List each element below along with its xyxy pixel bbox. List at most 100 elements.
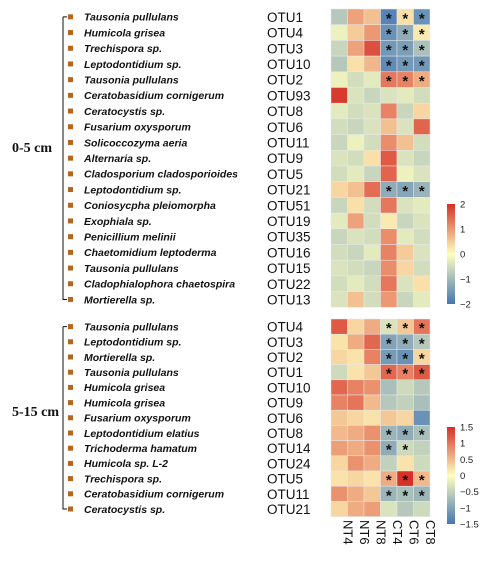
species-label: Fusarium oxysporum [84, 413, 191, 425]
heatmap-cell [330, 379, 348, 396]
heatmap-cell [380, 275, 398, 292]
heatmap-cell [347, 470, 365, 487]
significance-marker: * [386, 57, 392, 74]
row-marker [68, 124, 73, 130]
significance-marker: * [402, 73, 408, 90]
row-marker [68, 30, 73, 36]
significance-marker: * [419, 73, 425, 90]
heatmap-cell [347, 55, 365, 73]
significance-marker: * [402, 183, 408, 200]
significance-marker: * [402, 10, 408, 27]
heatmap-cell [380, 228, 398, 245]
heatmap-cell [330, 8, 348, 25]
heatmap-cell [347, 333, 365, 350]
significance-marker: * [419, 42, 425, 59]
depth-bracket [62, 326, 67, 510]
legend-tick-label: 2 [460, 200, 465, 211]
heatmap-cell [347, 440, 365, 457]
otu-label: OTU2 [267, 350, 303, 365]
row-marker [68, 249, 73, 255]
heatmap-cell [330, 275, 348, 292]
heatmap-cell [363, 244, 381, 261]
heatmap-cell [363, 8, 381, 25]
legend-tick-label: 0 [460, 250, 465, 261]
heatmap-cell [413, 291, 431, 308]
significance-marker: * [386, 320, 392, 337]
row-marker [68, 445, 73, 451]
heatmap-cell [413, 134, 431, 151]
heatmap-cell [363, 485, 381, 502]
row-marker [68, 61, 73, 67]
heatmap-cell [347, 40, 365, 57]
heatmap-cell [396, 244, 414, 261]
heatmap-cell [396, 165, 414, 182]
species-label: Trechispora sp. [84, 473, 162, 485]
species-label: Ceratobasidium cornigerum [84, 489, 224, 501]
heatmap-cell [396, 394, 414, 411]
heatmap-cell [347, 259, 365, 277]
otu-label: OTU10 [267, 380, 311, 395]
species-label: Exophiala sp. [84, 216, 152, 228]
heatmap-cell [330, 244, 348, 261]
heatmap-cell [347, 349, 365, 365]
heatmap-cell [330, 197, 348, 214]
heatmap-cell [396, 455, 414, 472]
heatmap-cell [363, 165, 381, 182]
row-marker [68, 324, 73, 330]
column-label: NT8 [373, 520, 388, 545]
significance-marker: * [419, 472, 425, 489]
heatmap-cell [363, 425, 381, 441]
heatmap-cell [380, 134, 398, 151]
heatmap-cell [413, 212, 431, 230]
heatmap-cell [413, 275, 431, 292]
row-marker [68, 202, 73, 208]
heatmap-cell [347, 197, 365, 214]
significance-marker: * [402, 57, 408, 74]
significance-marker: * [386, 427, 392, 444]
legend-tick-label: −0.5 [460, 487, 479, 498]
row-marker [68, 460, 73, 466]
heatmap-cell [330, 40, 348, 57]
column-label: CT4 [390, 520, 405, 545]
heatmap-cell [363, 333, 381, 350]
column-label: NT6 [357, 520, 372, 545]
heatmap-cell [330, 181, 348, 198]
significance-marker: * [386, 10, 392, 27]
heatmap-cell [347, 501, 365, 517]
depth-label: 5-15 cm [12, 405, 59, 420]
heatmap-cell [413, 409, 431, 426]
heatmap-cell [363, 275, 381, 292]
row-marker [68, 415, 73, 421]
heatmap-cell [380, 165, 398, 182]
legend-tick-label: 1.5 [460, 423, 473, 434]
heatmap-cell [396, 501, 414, 517]
heatmap-cell [363, 409, 381, 426]
otu-label: OTU1 [267, 10, 303, 25]
heatmap-cell [330, 364, 348, 381]
otu-label: OTU14 [267, 441, 311, 456]
otu-label: OTU8 [267, 104, 303, 119]
species-label: Ceratocystis sp. [84, 504, 165, 516]
heatmap-cell [347, 394, 365, 411]
row-marker [68, 14, 73, 20]
heatmap-cell [347, 275, 365, 292]
row-marker [68, 491, 73, 497]
species-label: Tausonia pullulans [84, 367, 179, 379]
heatmap-cell [330, 259, 348, 277]
color-legend-bar [447, 204, 455, 304]
otu-label: OTU35 [267, 230, 311, 245]
species-label: Tausonia pullulans [84, 74, 179, 86]
heatmap-cell [380, 379, 398, 396]
heatmap-cell [413, 197, 431, 214]
heatmap-cell [363, 440, 381, 457]
species-label: Mortierella sp. [84, 352, 155, 364]
significance-marker: * [402, 427, 408, 444]
otu-label: OTU2 [267, 73, 303, 88]
heatmap-cell [330, 150, 348, 167]
heatmap-cell [396, 212, 414, 230]
heatmap-cell [330, 55, 348, 73]
species-label: Humicola grisea [84, 397, 165, 409]
otu-label: OTU21 [267, 183, 311, 198]
species-label: Tausonia pullulans [84, 321, 179, 333]
heatmap-cell [396, 102, 414, 120]
